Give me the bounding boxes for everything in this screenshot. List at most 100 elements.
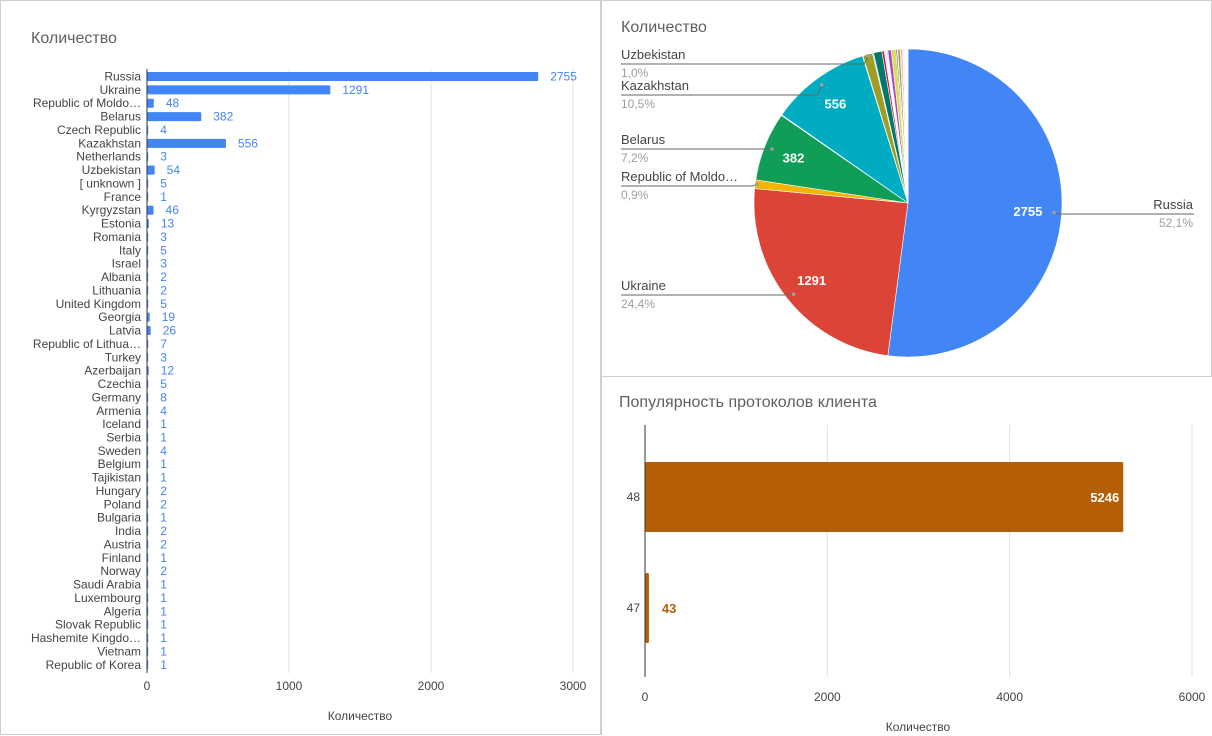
bar-value-label: 4 [160, 444, 167, 458]
bar-category-label: Lithuania [92, 283, 141, 297]
bar-x-tick-label: 2000 [418, 679, 445, 693]
bar-value-label: 19 [162, 310, 176, 324]
bar-category-label: Netherlands [76, 150, 141, 164]
bar-value-label: 2 [160, 283, 167, 297]
bar-category-label: Republic of Moldo… [33, 96, 141, 110]
bar-value-label: 2 [160, 564, 167, 578]
bar-value-label: 46 [166, 203, 180, 217]
bar-mark[interactable] [147, 99, 154, 108]
proto-bar-mark[interactable] [645, 573, 649, 643]
bar-value-label: 3 [160, 350, 167, 364]
bar-category-label: Tajikistan [92, 471, 141, 485]
bar-category-label: Belarus [100, 110, 141, 124]
pie-slice-value-label: 2755 [1013, 204, 1042, 219]
bar-category-label: Albania [101, 270, 141, 284]
bar-value-label: 7 [160, 337, 167, 351]
bar-category-label: France [104, 190, 142, 204]
bar-value-label: 1 [160, 511, 167, 525]
bar-value-label: 3 [160, 230, 167, 244]
bar-mark[interactable] [147, 139, 226, 148]
bar-mark[interactable] [147, 72, 538, 81]
bar-value-label: 4 [160, 123, 167, 137]
bar-value-label: 5 [160, 377, 167, 391]
bar-value-label: 2 [160, 537, 167, 551]
bar-mark[interactable] [147, 206, 154, 215]
bar-mark[interactable] [147, 85, 330, 94]
bar-x-axis-title: Количество [328, 709, 393, 723]
bar-category-label: Republic of Korea [46, 658, 142, 672]
bar-value-label: 1 [160, 644, 167, 658]
pie-slice-value-label: 382 [783, 151, 805, 166]
bar-category-label: Vietnam [97, 644, 141, 658]
proto-x-tick-label: 6000 [1179, 690, 1206, 704]
bar-category-label: Uzbekistan [82, 163, 141, 177]
proto-category-label: 48 [627, 490, 641, 504]
bar-category-label: Italy [119, 243, 141, 257]
bar-value-label: 4 [160, 404, 167, 418]
bar-value-label: 2755 [550, 70, 577, 84]
bar-value-label: 26 [163, 324, 177, 338]
bar-value-label: 1 [160, 658, 167, 672]
bar-value-label: 1 [160, 551, 167, 565]
pie-legend-name: Ukraine [621, 278, 666, 293]
bar-category-label: Serbia [106, 430, 141, 444]
bar-category-label: Sweden [98, 444, 141, 458]
pie-legend-name: Republic of Moldo… [621, 169, 738, 184]
bar-category-label: Republic of Lithua… [33, 337, 141, 351]
bar-category-label: United Kingdom [56, 297, 141, 311]
bar-category-label: Estonia [101, 217, 141, 231]
proto-category-label: 47 [627, 601, 641, 615]
bar-category-label: India [115, 524, 141, 538]
proto-x-axis-title: Количество [886, 720, 951, 734]
pie-leader-line [1054, 213, 1194, 214]
bar-x-tick-label: 0 [144, 679, 151, 693]
bar-mark[interactable] [147, 112, 201, 121]
bar-category-label: Slovak Republic [55, 618, 141, 632]
pie-leader-dot [770, 147, 774, 151]
bar-category-label: Norway [100, 564, 141, 578]
bar-category-label: Saudi Arabia [73, 578, 141, 592]
bar-value-label: 2 [160, 270, 167, 284]
proto-bar-value-label: 43 [662, 601, 676, 616]
bar-value-label: 1 [160, 591, 167, 605]
bar-category-label: Poland [104, 497, 141, 511]
bar-category-label: Azerbaijan [84, 364, 141, 378]
proto-bar-value-label: 5246 [1090, 490, 1119, 505]
pie-leader-dot [820, 83, 824, 87]
pie-slice-value-label: 1291 [797, 273, 826, 288]
bar-value-label: 1 [160, 417, 167, 431]
bar-value-label: 12 [161, 364, 175, 378]
bar-mark[interactable] [147, 166, 155, 175]
bar-value-label: 13 [161, 217, 175, 231]
proto-x-tick-label: 2000 [814, 690, 841, 704]
proto-bar-mark[interactable] [645, 462, 1123, 532]
bar-value-label: 1 [160, 618, 167, 632]
country-pie-chart: 27551291382556Russia52,1%Ukraine24,4%Rep… [602, 1, 1212, 378]
pie-slice[interactable] [754, 189, 908, 356]
bar-mark[interactable] [147, 326, 151, 335]
pie-legend-percent: 52,1% [1159, 216, 1193, 230]
pie-legend-percent: 0,9% [621, 188, 649, 202]
bar-category-label: Latvia [109, 324, 141, 338]
bar-category-label: Czechia [98, 377, 142, 391]
pie-legend-name: Belarus [621, 132, 666, 147]
pie-legend-percent: 1,0% [621, 66, 649, 80]
bar-category-label: Israel [112, 257, 141, 271]
pie-leader-dot [755, 183, 759, 187]
bar-value-label: 2 [160, 484, 167, 498]
bar-value-label: 1 [160, 430, 167, 444]
bar-category-label: Belgium [98, 457, 141, 471]
pie-legend-percent: 10,5% [621, 97, 655, 111]
pie-legend-percent: 7,2% [621, 151, 649, 165]
proto-x-tick-label: 4000 [996, 690, 1023, 704]
bar-value-label: 1291 [342, 83, 369, 97]
bar-category-label: Kazakhstan [78, 136, 141, 150]
bar-value-label: 8 [160, 390, 167, 404]
pie-leader-dot [1052, 211, 1056, 215]
bar-value-label: 1 [160, 631, 167, 645]
bar-category-label: [ unknown ] [80, 176, 141, 190]
bar-value-label: 1 [160, 457, 167, 471]
